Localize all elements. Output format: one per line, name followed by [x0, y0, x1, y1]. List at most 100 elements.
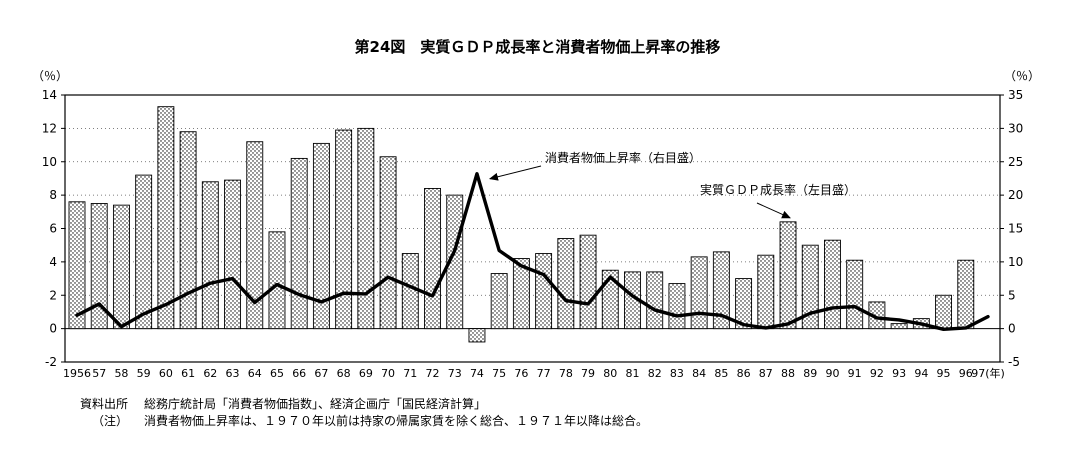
- x-tick-label: 72: [426, 367, 440, 380]
- x-tick-label: 74: [470, 367, 484, 380]
- gdp-bar-70: [379, 156, 397, 330]
- gdp-bar-73: [446, 194, 464, 330]
- right-tick-label: 15: [1008, 222, 1023, 236]
- x-tick-label: 1956: [63, 367, 91, 380]
- gdp-bar-1956: [68, 201, 86, 330]
- gdp-bar-59: [135, 174, 153, 330]
- right-tick-label: 35: [1008, 88, 1023, 102]
- x-tick-label: 80: [603, 367, 617, 380]
- gdp-bar-87: [757, 254, 775, 330]
- figure-title: 第24図 実質ＧＤＰ成長率と消費者物価上昇率の推移: [354, 38, 721, 56]
- right-tick-label: 0: [1008, 322, 1016, 336]
- x-tick-label: 73: [448, 367, 462, 380]
- x-tick-label: 93: [892, 367, 906, 380]
- left-tick-label: 10: [42, 155, 57, 169]
- gdp-bar-78: [557, 238, 575, 330]
- x-tick-label: 67: [314, 367, 328, 380]
- right-tick-label: 25: [1008, 155, 1023, 169]
- source-row: 資料出所 総務庁統計局「消費者物価指数」、経済企画庁「国民経済計算」: [80, 396, 648, 413]
- gdp-bar-68: [335, 129, 353, 330]
- x-tick-label: 95: [937, 367, 951, 380]
- x-tick-label: 77: [537, 367, 551, 380]
- gdp-bar-62: [201, 181, 219, 330]
- x-tick-label: 78: [559, 367, 573, 380]
- x-tick-label: 89: [803, 367, 817, 380]
- annotation-arrow: [488, 165, 542, 181]
- gdp-bar-57: [90, 203, 108, 330]
- gdp-bar-66: [290, 157, 308, 330]
- right-tick-label: 20: [1008, 188, 1023, 202]
- x-tick-label: 64: [248, 367, 262, 380]
- source-label: 資料出所: [80, 397, 129, 411]
- gdp-bar-77: [535, 253, 553, 330]
- gdp-bar-69: [357, 127, 375, 330]
- note-row: （注） 消費者物価上昇率は、１９７０年以前は持家の帰属家賃を除く総合、１９７１年以…: [80, 413, 648, 430]
- x-tick-label: 96: [959, 367, 973, 380]
- gdp-bar-93: [890, 323, 908, 330]
- x-tick-label: 69: [359, 367, 373, 380]
- x-tick-label: 71: [403, 367, 417, 380]
- left-axis-unit: （％）: [32, 69, 68, 83]
- x-tick-label: 75: [492, 367, 506, 380]
- gdp-bar-82: [646, 271, 664, 330]
- gdp-bar-58: [112, 204, 130, 330]
- gdp-bar-85: [712, 251, 730, 330]
- left-tick-label: 12: [42, 121, 57, 135]
- x-tick-label: 84: [692, 367, 706, 380]
- gdp-bar-61: [179, 131, 197, 330]
- x-tick-label: 88: [781, 367, 795, 380]
- x-tick-label: 57: [92, 367, 106, 380]
- x-tick-label: 79: [581, 367, 595, 380]
- gdp-bar-74: [468, 328, 486, 343]
- gdp-bar-90: [824, 239, 841, 330]
- gdp-bar-65: [268, 231, 286, 330]
- gdp-bar-86: [735, 278, 753, 330]
- x-tick-label: 91: [848, 367, 862, 380]
- gdp-bar-76: [512, 258, 530, 330]
- right-tick-label: 10: [1008, 255, 1023, 269]
- gdp-bar-75: [490, 273, 508, 330]
- gdp-bar-83: [668, 283, 686, 330]
- gdp-bar-84: [690, 256, 708, 330]
- gdp-bar-95: [935, 294, 953, 330]
- right-axis-unit: （％）: [1004, 69, 1040, 83]
- gdp-bar-80: [601, 269, 619, 330]
- x-tick-label: 66: [292, 367, 306, 380]
- cpi-line: [75, 172, 990, 331]
- x-tick-label: 97(年): [971, 366, 1005, 380]
- left-tick-label: 0: [49, 322, 57, 336]
- gdp-bar-67: [312, 142, 330, 330]
- x-tick-label: 83: [670, 367, 684, 380]
- x-tick-label: 65: [270, 367, 284, 380]
- x-tick-label: 94: [914, 367, 928, 380]
- x-tick-label: 59: [137, 367, 151, 380]
- note-text: 消費者物価上昇率は、１９７０年以前は持家の帰属家賃を除く総合、１９７１年以降は総…: [144, 414, 649, 428]
- gdp-bar-63: [224, 179, 241, 330]
- source-text: 総務庁統計局「消費者物価指数」、経済企画庁「国民経済計算」: [144, 397, 487, 411]
- note-label: （注）: [92, 414, 129, 428]
- right-tick-label: -5: [1008, 355, 1020, 369]
- x-tick-label: 87: [759, 367, 773, 380]
- figure-footer: 資料出所 総務庁統計局「消費者物価指数」、経済企画庁「国民経済計算」 （注） 消費者…: [80, 396, 648, 430]
- right-tick-label: 30: [1008, 121, 1023, 135]
- x-tick-label: 70: [381, 367, 395, 380]
- annotation-label-gdp: 実質ＧＤＰ成長率（左目盛）: [700, 182, 856, 197]
- gdp-bar-64: [246, 141, 264, 330]
- left-tick-label: -2: [45, 355, 57, 369]
- x-tick-label: 76: [514, 367, 528, 380]
- right-tick-label: 5: [1008, 288, 1016, 302]
- left-tick-label: 2: [49, 288, 57, 302]
- gdp-bar-71: [401, 253, 419, 330]
- annotation-label-cpi: 消費者物価上昇率（右目盛）: [545, 150, 701, 165]
- x-tick-label: 63: [226, 367, 240, 380]
- annotation-arrow: [756, 202, 791, 219]
- left-tick-label: 14: [42, 88, 57, 102]
- x-tick-label: 61: [181, 367, 195, 380]
- left-tick-label: 8: [49, 188, 57, 202]
- gdp-bar-79: [579, 234, 597, 330]
- x-tick-label: 62: [203, 367, 217, 380]
- gdp-bar-88: [779, 221, 797, 330]
- x-tick-label: 85: [714, 367, 728, 380]
